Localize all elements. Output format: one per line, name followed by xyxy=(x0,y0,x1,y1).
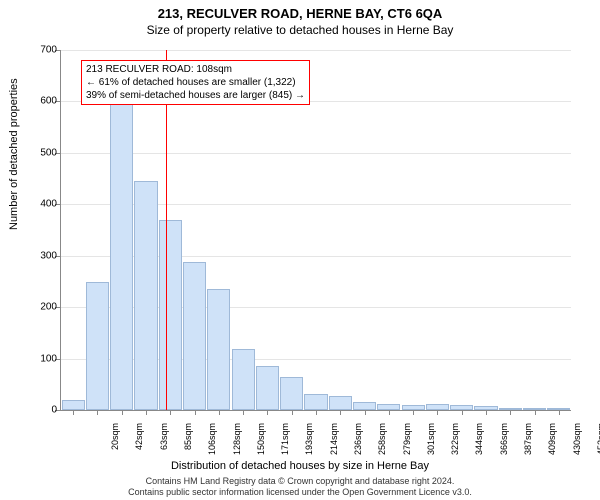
y-tick-label: 200 xyxy=(27,302,57,313)
x-tick xyxy=(146,410,147,415)
annotation-line: 39% of semi-detached houses are larger (… xyxy=(86,89,305,102)
x-tick xyxy=(292,410,293,415)
gridline xyxy=(61,153,571,154)
bar xyxy=(62,400,85,410)
x-tick xyxy=(195,410,196,415)
x-tick xyxy=(219,410,220,415)
y-axis-title: Number of detached properties xyxy=(8,78,20,230)
x-tick xyxy=(559,410,560,415)
x-tick xyxy=(97,410,98,415)
y-tick-label: 600 xyxy=(27,96,57,107)
x-tick xyxy=(486,410,487,415)
bar xyxy=(232,349,255,410)
x-tick xyxy=(122,410,123,415)
bar xyxy=(256,366,279,410)
bar xyxy=(329,396,352,410)
annotation-line: ← 61% of detached houses are smaller (1,… xyxy=(86,76,305,89)
x-tick xyxy=(170,410,171,415)
x-tick xyxy=(413,410,414,415)
bar xyxy=(183,262,206,410)
bar xyxy=(353,402,376,410)
y-tick-label: 500 xyxy=(27,147,57,158)
chart-title: 213, RECULVER ROAD, HERNE BAY, CT6 6QA xyxy=(0,0,600,21)
x-tick xyxy=(267,410,268,415)
bar xyxy=(110,101,133,410)
plot-area: 010020030040050060070020sqm42sqm63sqm85s… xyxy=(60,50,571,411)
bar xyxy=(207,289,230,410)
annotation-box: 213 RECULVER ROAD: 108sqm← 61% of detach… xyxy=(81,60,310,105)
x-tick xyxy=(437,410,438,415)
x-tick xyxy=(365,410,366,415)
x-tick xyxy=(340,410,341,415)
x-tick xyxy=(243,410,244,415)
x-tick xyxy=(510,410,511,415)
x-tick xyxy=(462,410,463,415)
chart-container: 213, RECULVER ROAD, HERNE BAY, CT6 6QA S… xyxy=(0,0,600,500)
y-tick-label: 400 xyxy=(27,199,57,210)
footer-line-1: Contains HM Land Registry data © Crown c… xyxy=(0,476,600,487)
chart-subtitle: Size of property relative to detached ho… xyxy=(0,21,600,41)
annotation-line: 213 RECULVER ROAD: 108sqm xyxy=(86,63,305,76)
bar xyxy=(134,181,157,410)
x-tick xyxy=(389,410,390,415)
gridline xyxy=(61,50,571,51)
footer-line-2: Contains public sector information licen… xyxy=(0,487,600,498)
y-tick-label: 100 xyxy=(27,353,57,364)
bar xyxy=(159,220,182,410)
bar xyxy=(280,377,303,410)
bar xyxy=(86,282,109,410)
x-tick xyxy=(73,410,74,415)
y-tick-label: 300 xyxy=(27,250,57,261)
x-tick xyxy=(535,410,536,415)
y-tick-label: 700 xyxy=(27,45,57,56)
footer-attribution: Contains HM Land Registry data © Crown c… xyxy=(0,476,600,499)
x-axis-title: Distribution of detached houses by size … xyxy=(0,460,600,472)
y-tick-label: 0 xyxy=(27,405,57,416)
bar xyxy=(304,394,327,410)
x-tick xyxy=(316,410,317,415)
